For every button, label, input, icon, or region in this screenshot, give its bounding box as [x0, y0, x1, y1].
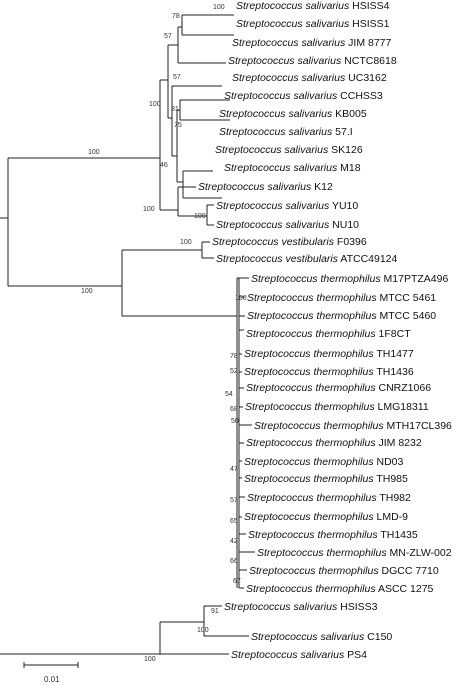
taxon-label: Streptococcus thermophilus TH1436 [244, 366, 414, 378]
bootstrap-value: 100 [194, 213, 206, 220]
taxon-label: Streptococcus salivarius CCHSS3 [224, 90, 383, 102]
bootstrap-value: 78 [230, 353, 238, 360]
bootstrap-value: 100 [213, 4, 225, 11]
taxon-label: Streptococcus thermophilus LMG18311 [245, 401, 429, 413]
taxon-label: Streptococcus salivarius 57.I [219, 126, 353, 138]
bootstrap-value: 100 [88, 149, 100, 156]
taxon-label: Streptococcus vestibularis F0396 [212, 236, 367, 248]
bootstrap-value: 91 [211, 608, 219, 615]
bootstrap-value: 42 [230, 538, 238, 545]
taxon-label: Streptococcus salivarius HSISS3 [224, 601, 378, 613]
bootstrap-value: 57 [164, 33, 172, 40]
tree-branches [0, 14, 255, 655]
taxon-labels: Streptococcus salivarius HSISS4 Streptoc… [198, 0, 452, 661]
taxon-label: Streptococcus thermophilus TH1435 [248, 529, 418, 541]
bootstrap-value: 100 [180, 239, 192, 246]
bootstrap-value: 52 [230, 368, 238, 375]
taxon-label: Streptococcus thermophilus JIM 8232 [246, 437, 422, 449]
taxon-label: Streptococcus salivarius YU10 [216, 200, 358, 212]
bootstrap-value: 100 [149, 101, 161, 108]
taxon-label: Streptococcus salivarius PS4 [231, 649, 367, 661]
bootstrap-value: 100 [144, 656, 156, 663]
bootstrap-value: 100 [81, 288, 93, 295]
taxon-label: Streptococcus thermophilus 1F8CT [246, 328, 411, 340]
bootstrap-value: 57 [230, 497, 238, 504]
bootstrap-value: 54 [225, 391, 233, 398]
bootstrap-value: 46 [160, 162, 168, 169]
taxon-label: Streptococcus thermophilus ND03 [244, 456, 404, 468]
bootstrap-value: 68 [230, 406, 238, 413]
bootstrap-value: 78 [172, 13, 180, 20]
taxon-label: Streptococcus thermophilus MTCC 5461 [247, 292, 436, 304]
taxon-label: Streptococcus salivarius HSISS4 [236, 0, 390, 12]
bootstrap-value: 67 [233, 578, 241, 585]
bootstrap-value: 50 [231, 418, 239, 425]
taxon-label: Streptococcus salivarius UC3162 [232, 72, 387, 84]
taxon-label: Streptococcus thermophilus LMD-9 [244, 511, 408, 523]
bootstrap-value: 47 [230, 466, 238, 473]
scale-bar: 0.01 [23, 662, 79, 684]
taxon-label: Streptococcus thermophilus TH985 [244, 473, 408, 485]
taxon-label: Streptococcus thermophilus TH982 [247, 492, 411, 504]
taxon-label: Streptococcus salivarius C150 [251, 631, 392, 643]
bootstrap-value: 57 [173, 74, 181, 81]
taxon-label: Streptococcus thermophilus DGCC 7710 [249, 565, 439, 577]
bootstrap-value: 81 [171, 106, 179, 113]
taxon-label: Streptococcus vestibularis ATCC49124 [216, 253, 398, 265]
bootstrap-value: 100 [197, 627, 209, 634]
bootstrap-value: 66 [230, 558, 238, 565]
taxon-label: Streptococcus thermophilus MTH17CL396 [254, 420, 452, 432]
taxon-label: Streptococcus thermophilus MTCC 5460 [247, 310, 436, 322]
taxon-label: Streptococcus thermophilus MN-ZLW-002 [257, 547, 452, 559]
bootstrap-value: 75 [174, 122, 182, 129]
taxon-label: Streptococcus salivarius NU10 [216, 219, 359, 231]
taxon-label: Streptococcus salivarius SK126 [215, 144, 363, 156]
taxon-label: Streptococcus thermophilus TH1477 [244, 348, 414, 360]
taxon-label: Streptococcus thermophilus CNRZ1066 [246, 382, 431, 394]
taxon-label: Streptococcus salivarius K12 [198, 181, 333, 193]
bootstrap-value: 100 [235, 295, 247, 302]
bootstrap-values: 100 78 57 57 81 75 100 46 100 100 100 10… [81, 4, 247, 663]
bootstrap-value: 100 [143, 206, 155, 213]
taxon-label: Streptococcus salivarius NCTC8618 [228, 55, 397, 67]
taxon-label: Streptococcus thermophilus M17PTZA496 [251, 273, 448, 285]
taxon-label: Streptococcus salivarius M18 [224, 162, 361, 174]
scale-bar-label: 0.01 [44, 675, 60, 684]
bootstrap-value: 65 [230, 518, 238, 525]
taxon-label: Streptococcus thermophilus ASCC 1275 [246, 583, 434, 595]
taxon-label: Streptococcus salivarius HSISS1 [236, 18, 390, 30]
taxon-label: Streptococcus salivarius KB005 [219, 108, 367, 120]
taxon-label: Streptococcus salivarius JIM 8777 [232, 37, 392, 49]
